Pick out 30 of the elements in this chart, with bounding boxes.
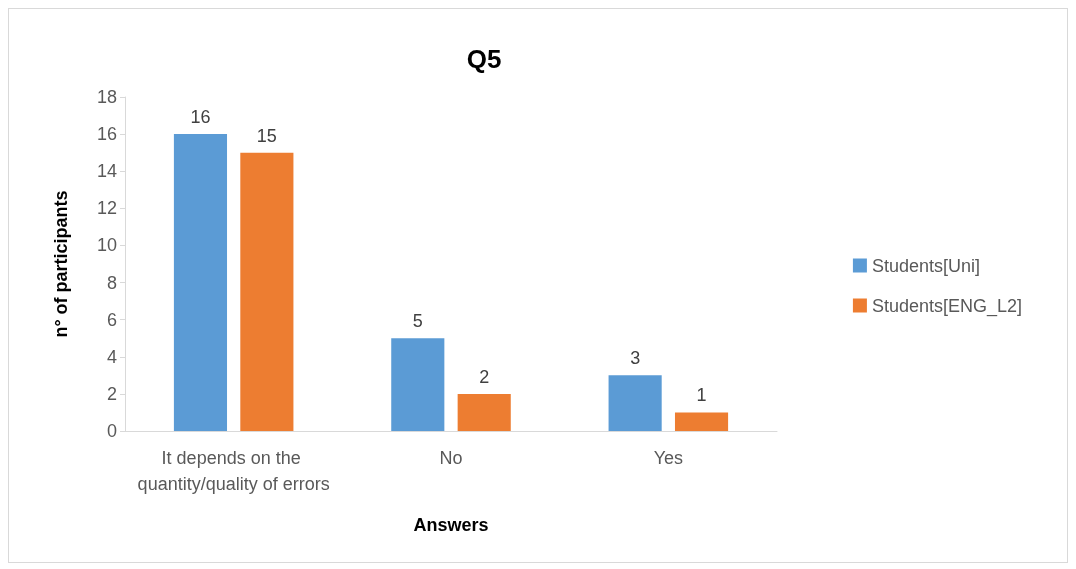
data-label: 2: [479, 366, 490, 387]
y-tick-label: 10: [96, 235, 117, 256]
y-tick-label: 8: [106, 272, 117, 293]
data-label: 16: [190, 107, 211, 128]
bar: [674, 412, 729, 431]
y-tick-label: 4: [106, 346, 117, 367]
data-label: 15: [256, 125, 277, 146]
bar: [391, 338, 445, 431]
legend-label: Students[Uni]: [871, 255, 980, 276]
y-tick-label: 14: [96, 161, 117, 182]
y-tick-label: 16: [96, 124, 117, 145]
bar: [240, 152, 294, 431]
legend-label: Students[ENG_L2]: [871, 295, 1022, 317]
chart-title: Q5: [466, 44, 502, 74]
y-axis-title: n° of participants: [51, 190, 71, 338]
y-tick-label: 6: [106, 309, 117, 330]
bar: [608, 375, 662, 431]
y-tick-label: 2: [106, 383, 117, 404]
x-tick-label: Yes: [653, 448, 684, 468]
data-label: 1: [696, 385, 707, 406]
x-axis-title: Answers: [413, 515, 489, 535]
data-label: 3: [630, 348, 641, 369]
bar: [457, 393, 511, 431]
y-tick-label: 18: [96, 87, 117, 107]
y-tick-label: 0: [106, 421, 117, 441]
x-tick-label: It depends on the quantity/quality of errors: [137, 448, 330, 494]
x-tick-label: No: [439, 448, 463, 468]
data-label: 5: [412, 311, 423, 332]
y-tick-label: 12: [96, 198, 117, 219]
bar: [173, 134, 228, 431]
